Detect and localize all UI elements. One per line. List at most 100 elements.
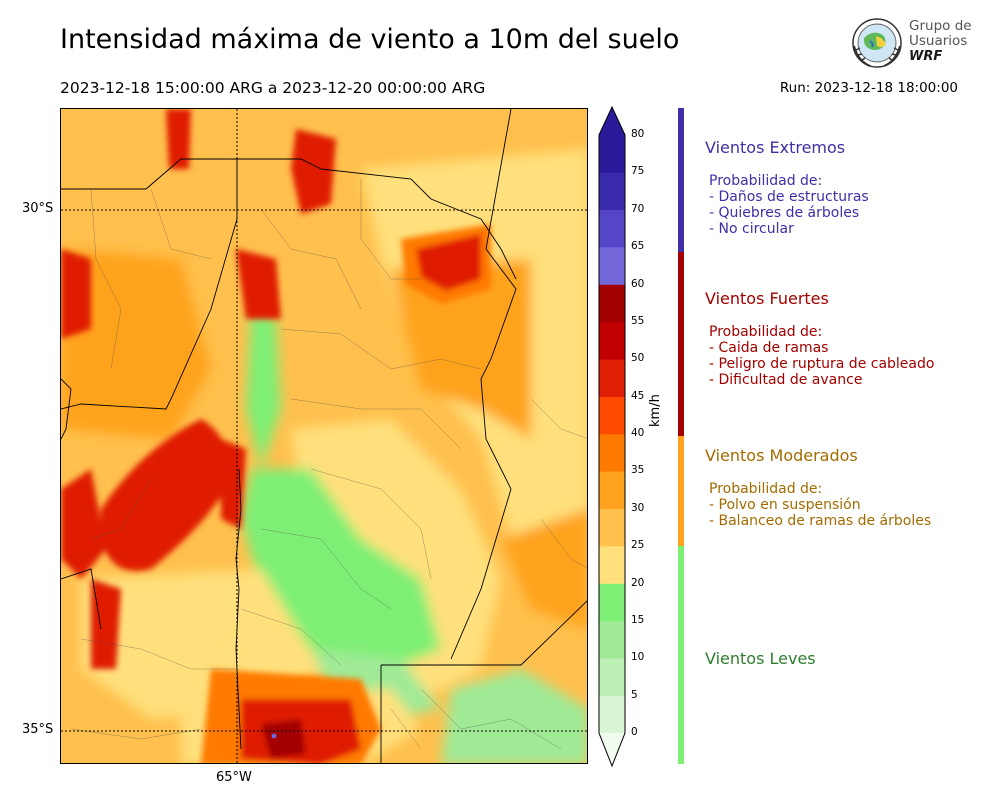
colorbar-segment (599, 396, 625, 435)
colorbar-segment (599, 247, 625, 285)
category-item: - Daños de estructuras (709, 189, 869, 205)
colorbar-segment (599, 135, 625, 173)
category-item: - Polvo en suspensión (709, 497, 861, 513)
grupo-usuarios-wrf-logo: Grupo de Usuarios WRF (848, 16, 973, 72)
colorbar-segment (599, 546, 625, 584)
colorbar-segment (599, 583, 625, 622)
max-west-band (101, 419, 229, 571)
border-segment (61, 568, 102, 630)
dept-line (290, 398, 462, 450)
globe-seal-icon (852, 18, 902, 68)
colorbar-tick-label: 55 (631, 314, 645, 327)
category-leves: Vientos Leves (705, 649, 816, 668)
category-moderados: Vientos Moderados Probabilidad de: - Pol… (705, 446, 931, 529)
field-green-se (441, 669, 587, 763)
border-segment (61, 378, 72, 440)
category-bar-leves (678, 546, 684, 764)
category-fuertes: Vientos Fuertes Probabilidad de: - Caida… (705, 289, 934, 388)
colorbar-max-extension (599, 107, 625, 135)
max-center-north (236, 249, 281, 319)
colorbar-tick-label: 5 (631, 688, 638, 701)
colorbar (598, 106, 626, 768)
dept-line (310, 468, 432, 580)
dept-line (70, 728, 202, 740)
category-sub-header: Probabilidad de: (709, 173, 823, 189)
category-sub-header: Probabilidad de: (709, 324, 823, 340)
colorbar-tick-label: 65 (631, 240, 645, 253)
colorbar-tick-label: 80 (631, 128, 645, 140)
wind-map (60, 108, 588, 764)
colorbar-tick-label: 30 (631, 501, 645, 514)
border-segment (320, 168, 517, 280)
lat-label-35s: 35°S (22, 722, 54, 737)
colorbar-segment (599, 284, 625, 323)
colorbar-unit-label: km/h (648, 394, 663, 427)
logo-line-2: Usuarios (909, 33, 968, 49)
field-orange-east (391, 259, 531, 439)
dept-line (360, 179, 421, 280)
border-segment (381, 600, 587, 666)
dept-line (280, 328, 482, 370)
dept-line (260, 208, 362, 310)
max-ridge (221, 439, 246, 529)
wind-maxima-layers (61, 109, 491, 763)
dept-line (540, 518, 587, 569)
colorbar-tick-label: 75 (631, 165, 645, 178)
wind-field-svg (61, 109, 587, 763)
max-ne-core (416, 234, 481, 291)
category-item: - Quiebres de árboles (709, 205, 860, 221)
colorbar-segment (599, 695, 625, 734)
max-west-edge (61, 469, 106, 579)
category-item: - Balanceo de ramas de árboles (709, 513, 932, 529)
department-borders (70, 179, 587, 750)
category-item: - No circular (709, 221, 794, 237)
category-title: Vientos Leves (705, 649, 816, 668)
category-title: Vientos Extremos (705, 138, 846, 157)
dept-line (80, 638, 236, 670)
category-description: Probabilidad de: - Daños de estructuras … (705, 173, 869, 237)
category-bar-fuertes (678, 252, 684, 436)
colorbar-tick-label: 35 (631, 464, 645, 477)
colorbar-tick-label: 15 (631, 613, 645, 626)
colorbar-segment (599, 658, 625, 696)
colorbar-tick-label: 45 (631, 389, 645, 402)
dept-line (90, 478, 152, 540)
lat-label-30s: 30°S (22, 201, 54, 216)
field-orange-west (61, 249, 211, 439)
category-sub-header: Probabilidad de: (709, 481, 823, 497)
max-south-peak (261, 719, 306, 759)
logo-line-3: WRF (909, 49, 943, 64)
colorbar-tick-label: 40 (631, 427, 645, 439)
max-n-core (291, 129, 336, 214)
field-orange-se (501, 509, 587, 629)
logo-line-1: Grupo de (909, 18, 972, 34)
colorbar-segment (599, 620, 625, 659)
category-item: - Caida de ramas (709, 340, 829, 356)
dept-line (420, 688, 562, 750)
dept-line (260, 528, 392, 610)
colorbar-min-extension (599, 733, 625, 766)
border-segment (61, 159, 238, 410)
colorbar-segment (599, 508, 625, 547)
border-segment (480, 248, 517, 490)
colorbar-segments (599, 107, 625, 766)
lon-label-65w: 65°W (216, 770, 252, 785)
colorbar-segment (599, 321, 625, 360)
colorbar-segment (599, 471, 625, 510)
colorbar-tick-label: 70 (631, 202, 645, 215)
peak-marker (271, 733, 277, 739)
category-item: - Dificultad de avance (709, 372, 863, 388)
border-segment (61, 158, 322, 190)
dept-line (530, 398, 587, 439)
category-extremos: Vientos Extremos Probabilidad de: - Daño… (705, 138, 869, 237)
category-description: Probabilidad de: - Caida de ramas - Peli… (705, 324, 934, 388)
colorbar-segment (599, 172, 625, 211)
border-segment (485, 109, 512, 250)
border-segment (450, 488, 512, 660)
field-green-north (246, 309, 281, 469)
run-timestamp: Run: 2023-12-18 18:00:00 (779, 80, 958, 96)
colorbar-tick-label: 0 (631, 726, 638, 738)
colorbar-tick-label: 60 (631, 277, 645, 290)
dept-line (240, 608, 342, 666)
dept-line (90, 188, 122, 370)
